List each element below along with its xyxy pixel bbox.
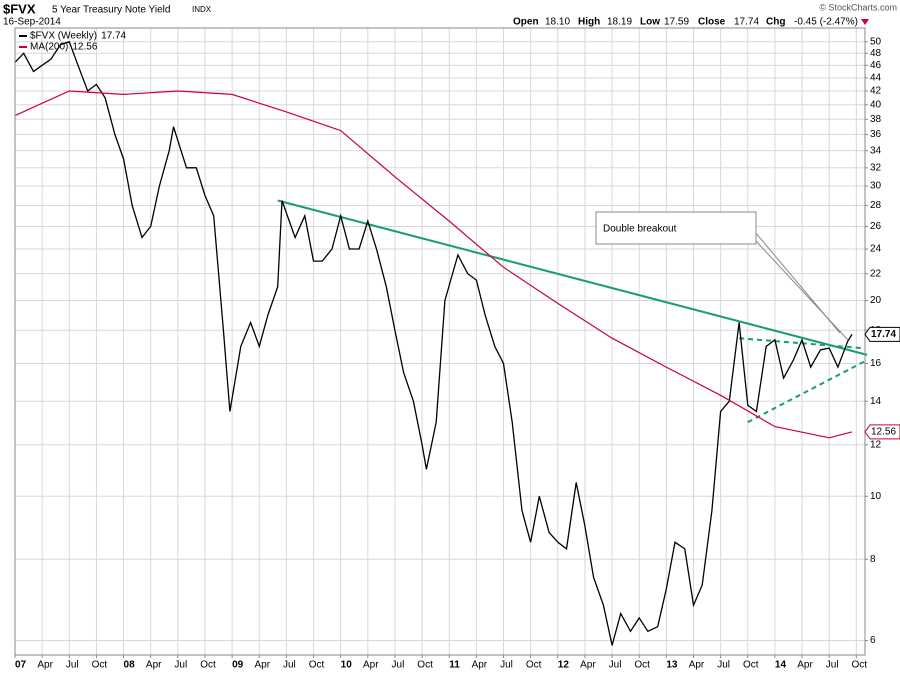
y-tick-label: 40	[870, 99, 882, 110]
series-line	[14, 90, 853, 439]
symbol: $FVX	[3, 1, 36, 16]
y-tick-label: 8	[870, 554, 876, 565]
low: 17.59	[664, 17, 689, 28]
x-tick-label: Apr	[472, 660, 488, 671]
date: 16-Sep-2014	[3, 17, 61, 28]
legend-label: $FVX (Weekly)	[30, 31, 97, 42]
y-tick-label: 48	[870, 48, 882, 59]
y-tick-label: 28	[870, 200, 882, 211]
y-tick-label: 20	[870, 295, 882, 306]
y-tick-label: 46	[870, 60, 882, 71]
x-tick-label: Oct	[200, 660, 216, 671]
annotation: Double breakout	[603, 224, 677, 235]
instrument-name: 5 Year Treasury Note Yield	[52, 5, 170, 16]
chg: -0.45 (-2.47%)	[794, 17, 858, 28]
x-tick-label: Oct	[852, 660, 868, 671]
close-label: Close	[698, 17, 726, 28]
trendline	[277, 199, 868, 356]
annotation-box	[595, 211, 757, 245]
x-tick-label: Jul	[609, 660, 622, 671]
value-tag-label: 12.56	[871, 427, 896, 438]
x-tick-label: Apr	[37, 660, 53, 671]
x-tick-label: Jul	[283, 660, 296, 671]
annotation-arrow	[754, 239, 849, 341]
x-tick-label: Apr	[363, 660, 379, 671]
y-tick-label: 30	[870, 181, 882, 192]
x-tick-label: Jul	[392, 660, 405, 671]
x-tick-label: 11	[449, 660, 460, 671]
exchange: INDX	[192, 5, 212, 14]
x-tick-label: 09	[232, 660, 244, 671]
x-tick-label: Apr	[254, 660, 270, 671]
y-tick-label: 6	[870, 635, 876, 646]
credit: © StockCharts.com	[819, 2, 897, 12]
y-tick-label: 32	[870, 162, 882, 173]
x-tick-label: 14	[775, 660, 787, 671]
value-tag	[864, 326, 900, 342]
legend-label: MA(200)	[30, 42, 68, 53]
y-tick-label: 50	[870, 36, 882, 47]
close: 17.74	[734, 17, 759, 28]
y-tick-label: 26	[870, 221, 882, 232]
x-tick-label: 10	[341, 660, 353, 671]
down-arrow	[861, 19, 869, 25]
x-tick-label: Oct	[634, 660, 650, 671]
x-tick-label: Jul	[826, 660, 839, 671]
x-tick-label: Oct	[417, 660, 433, 671]
x-tick-label: Oct	[92, 660, 108, 671]
x-tick-label: Oct	[743, 660, 759, 671]
plot-area: 6810121416182022242628303234363840424446…	[14, 28, 882, 671]
legend-value: 12.56	[72, 42, 97, 53]
trendline	[738, 337, 862, 350]
x-tick-label: 07	[15, 660, 27, 671]
x-tick-label: Jul	[66, 660, 79, 671]
y-tick-label: 44	[870, 73, 882, 84]
x-tick-label: Apr	[580, 660, 596, 671]
x-tick-label: Jul	[174, 660, 187, 671]
y-tick-label: 24	[870, 244, 882, 255]
open-label: Open	[513, 17, 539, 28]
value-tag	[864, 424, 900, 440]
x-tick-label: Apr	[689, 660, 705, 671]
y-tick-label: 22	[870, 268, 882, 279]
chg-label: Chg	[766, 17, 785, 28]
y-tick-label: 38	[870, 114, 882, 125]
y-tick-label: 16	[870, 358, 882, 369]
trendline	[747, 359, 868, 424]
x-tick-label: Apr	[797, 660, 813, 671]
high-label: High	[578, 17, 600, 28]
x-tick-label: 08	[124, 660, 136, 671]
y-tick-label: 14	[870, 396, 882, 407]
open: 18.10	[545, 17, 570, 28]
x-tick-label: Oct	[309, 660, 325, 671]
y-tick-label: 34	[870, 145, 882, 156]
x-tick-label: Jul	[717, 660, 730, 671]
x-tick-label: Jul	[500, 660, 513, 671]
x-tick-label: 12	[558, 660, 570, 671]
y-tick-label: 10	[870, 491, 882, 502]
x-tick-label: Oct	[526, 660, 542, 671]
value-tag-label: 17.74	[871, 329, 896, 340]
series-line	[14, 40, 853, 646]
x-tick-label: 13	[666, 660, 678, 671]
y-tick-label: 42	[870, 86, 882, 97]
y-tick-label: 12	[870, 439, 882, 450]
x-tick-label: Apr	[146, 660, 162, 671]
plot-frame	[14, 27, 866, 656]
low-label: Low	[640, 17, 660, 28]
legend-value: 17.74	[101, 31, 126, 42]
high: 18.19	[607, 17, 632, 28]
y-tick-label: 36	[870, 129, 882, 140]
